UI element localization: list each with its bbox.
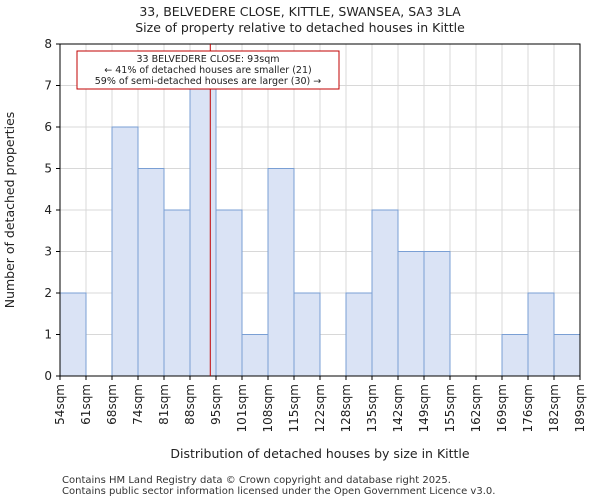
axes-layer: 0 1 2 3 4 5 6 7 8 54sqm 61sqm 68sqm 74sqm 81sqm 88sqm 9…: [44, 37, 587, 432]
annotation-box: 33 BELVEDERE CLOSE: 93sqm ← 41% of detac…: [76, 50, 340, 90]
y-tick-label: 1: [44, 328, 52, 342]
footer-line-1: Contains HM Land Registry data © Crown c…: [62, 475, 451, 486]
bars-layer: [59, 85, 581, 377]
x-tick-label: 149sqm: [417, 384, 431, 432]
histogram-bar: [111, 126, 139, 377]
histogram-bar: [293, 292, 321, 377]
y-tick-label: 8: [44, 37, 52, 51]
histogram-bar: [241, 334, 269, 377]
x-tick-label: 68sqm: [105, 384, 119, 425]
histogram-bar: [553, 334, 581, 377]
histogram-bar: [501, 334, 529, 377]
x-tick-label: 101sqm: [235, 384, 249, 432]
y-tick-label: 0: [44, 369, 52, 383]
x-tick-label: 108sqm: [261, 384, 275, 432]
histogram-bar: [267, 168, 295, 377]
x-tick-label: 95sqm: [209, 384, 223, 425]
histogram-bar: [163, 209, 191, 377]
histogram-bar: [189, 85, 217, 377]
x-tick-label: 54sqm: [53, 384, 67, 425]
annotation-border: [76, 50, 340, 90]
y-tick-label: 2: [44, 286, 52, 300]
x-tick-label: 142sqm: [391, 384, 405, 432]
annotation-line-1: 33 BELVEDERE CLOSE: 93sqm: [137, 54, 280, 65]
annotation-line-2: ← 41% of detached houses are smaller (21…: [104, 65, 311, 76]
x-tick-label: 128sqm: [339, 384, 353, 432]
y-tick-label: 3: [44, 245, 52, 259]
histogram-bar: [371, 209, 399, 377]
x-tick-label: 169sqm: [495, 384, 509, 432]
chart-subtitle: Size of property relative to detached ho…: [135, 20, 465, 35]
x-tick-label: 182sqm: [547, 384, 561, 432]
y-tick-label: 5: [44, 162, 52, 176]
x-tick-label: 135sqm: [365, 384, 379, 432]
y-tick-label: 7: [44, 79, 52, 93]
footer-line-2: Contains public sector information licen…: [62, 486, 496, 497]
x-tick-label: 122sqm: [313, 384, 327, 432]
annotation-line-3: 59% of semi-detached houses are larger (…: [95, 76, 322, 87]
histogram-bar: [59, 292, 87, 377]
histogram-chart: 0 1 2 3 4 5 6 7 8 54sqm 61sqm 68sqm 74sqm 81sqm 88sqm 9…: [2, 37, 587, 461]
x-tick-label: 155sqm: [443, 384, 457, 432]
x-tick-label: 61sqm: [79, 384, 93, 425]
chart-title: 33, BELVEDERE CLOSE, KITTLE, SWANSEA, SA…: [139, 4, 461, 19]
x-tick-label: 176sqm: [521, 384, 535, 432]
y-tick-label: 6: [44, 120, 52, 134]
histogram-bar: [215, 209, 243, 377]
histogram-bar: [397, 251, 425, 377]
x-tick-label: 74sqm: [131, 384, 145, 425]
histogram-bar: [423, 251, 451, 377]
y-tick-label: 4: [44, 203, 52, 217]
x-tick-label: 115sqm: [287, 384, 301, 432]
histogram-bar: [345, 292, 373, 377]
histogram-bar: [137, 168, 165, 377]
y-axis-label: Number of detached properties: [2, 112, 17, 309]
x-tick-label: 162sqm: [469, 384, 483, 432]
x-tick-label: 189sqm: [573, 384, 587, 432]
x-tick-label: 81sqm: [157, 384, 171, 425]
histogram-bar: [527, 292, 555, 377]
x-axis-label: Distribution of detached houses by size …: [170, 446, 470, 461]
x-tick-label: 88sqm: [183, 384, 197, 425]
